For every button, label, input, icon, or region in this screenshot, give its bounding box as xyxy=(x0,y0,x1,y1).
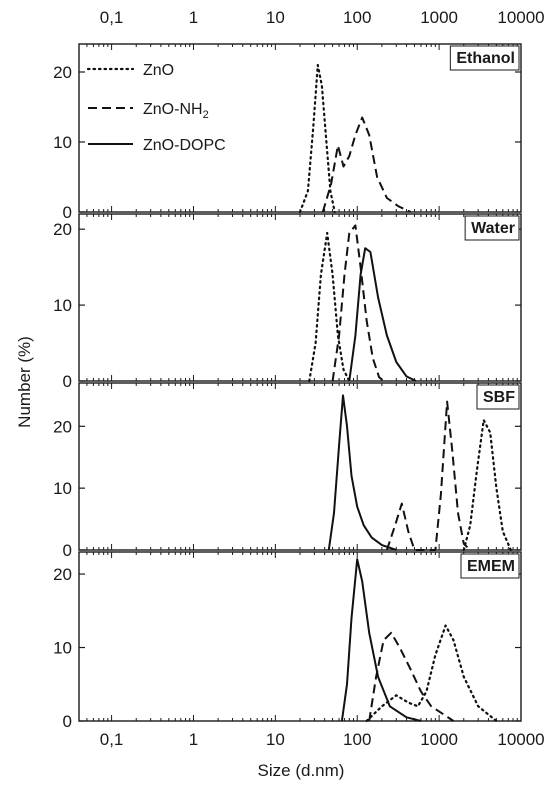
x-tick-label-bottom: 100 xyxy=(343,730,371,749)
series-zno-water xyxy=(308,231,351,383)
series-zno-dopc-water xyxy=(348,247,417,382)
panel-label-emem: EMEM xyxy=(467,558,515,575)
series-zno-nh2-sbf xyxy=(385,400,471,551)
x-axis-label: Size (d.nm) xyxy=(258,761,345,780)
x-tick-label-bottom: 1 xyxy=(189,730,198,749)
panel-label-box xyxy=(460,553,520,579)
series-zno-nh2-ethanol xyxy=(321,116,412,213)
panel-emem: 0 10 20 EMEM xyxy=(53,551,522,731)
legend-label-text: ZnO-NH xyxy=(143,101,203,118)
panel-label-box xyxy=(449,45,520,71)
x-tick-label-bottom: 10 xyxy=(266,730,285,749)
y-tick-label: 10 xyxy=(53,133,72,152)
legend-label-zno-nh: ZnO-NH2 xyxy=(143,101,209,121)
series-zno-ethanol xyxy=(298,63,336,214)
panel-water: 0 10 20 Water xyxy=(53,213,522,391)
panel-frame xyxy=(78,213,522,382)
y-tick-label: 20 xyxy=(53,417,72,436)
x-tick-label-bottom: 0,1 xyxy=(100,730,124,749)
x-tick-label-bottom: 1000 xyxy=(420,730,458,749)
y-tick-label: 0 xyxy=(63,712,72,731)
legend: ZnO ZnO-NH2 ZnO-DOPC xyxy=(86,62,226,154)
series-zno-dopc-emem xyxy=(340,558,422,722)
panel-label-box xyxy=(476,384,520,410)
x-tick-label-top: 10 xyxy=(266,8,285,27)
panel-label-ethanol: Ethanol xyxy=(456,50,515,67)
x-tick-label-top: 1000 xyxy=(420,8,458,27)
y-tick-label: 0 xyxy=(63,372,72,391)
panel-frame xyxy=(78,551,522,722)
y-tick-label: 10 xyxy=(53,296,72,315)
legend-label-subscript: 2 xyxy=(203,109,209,121)
x-tick-label-top: 1 xyxy=(189,8,198,27)
y-tick-label: 10 xyxy=(53,479,72,498)
x-tick-label-top: 10000 xyxy=(497,8,544,27)
series-zno-nh2-emem xyxy=(368,631,455,722)
y-tick-label: 0 xyxy=(63,541,72,560)
y-tick-label: 10 xyxy=(53,639,72,658)
panel-label-water: Water xyxy=(471,220,515,237)
panel-label-box xyxy=(464,215,520,241)
panel-label-sbf: SBF xyxy=(483,389,515,406)
panel-ethanol: 0 10 20 Ethanol xyxy=(53,43,522,222)
panel-sbf: 0 10 20 SBF xyxy=(53,382,522,560)
y-tick-label: 0 xyxy=(63,203,72,222)
y-tick-label: 20 xyxy=(53,63,72,82)
legend-label-text: ZnO-DOPC xyxy=(143,137,226,154)
x-tick-label-top: 0,1 xyxy=(100,8,124,27)
y-tick-label: 20 xyxy=(53,565,72,584)
series-zno-sbf xyxy=(462,419,512,552)
y-axis-label: Number (%) xyxy=(15,336,34,428)
panel-frame xyxy=(78,382,522,551)
series-zno-emem xyxy=(365,624,498,723)
legend-label-text: ZnO xyxy=(143,62,174,79)
x-tick-label-bottom: 10000 xyxy=(497,730,544,749)
axis-labels: Size (d.nm) Number (%) xyxy=(15,336,344,780)
y-tick-label: 20 xyxy=(53,220,72,239)
series-zno-nh2-water xyxy=(331,224,385,382)
legend-label-zno: ZnO xyxy=(143,62,174,79)
series-zno-dopc-sbf xyxy=(327,394,397,551)
x-tick-label-top: 100 xyxy=(343,8,371,27)
legend-label-zno-dopc: ZnO-DOPC xyxy=(143,137,226,154)
